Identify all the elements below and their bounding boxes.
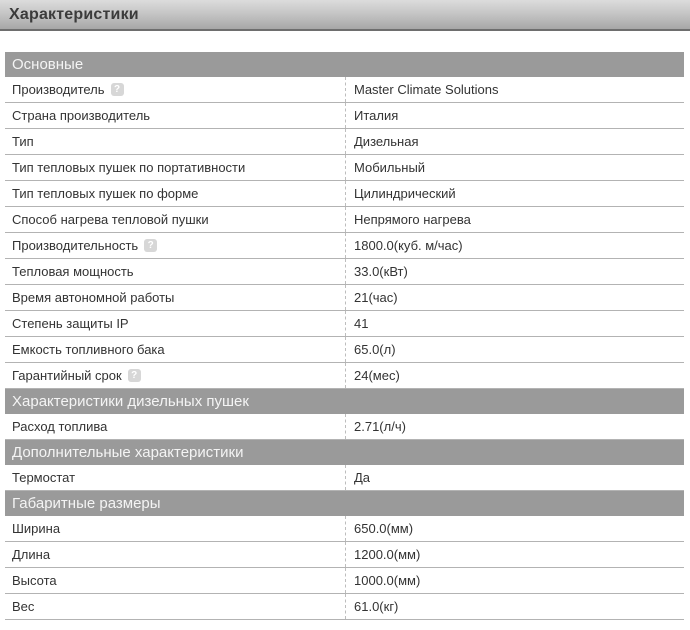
spec-value: Мобильный <box>345 155 684 180</box>
spec-label-text: Степень защиты IP <box>12 316 129 331</box>
spec-label: Емкость топливного бака <box>5 337 345 362</box>
table-row: Емкость топливного бака 65.0(л) <box>5 337 684 363</box>
spec-label: Длина <box>5 542 345 567</box>
spec-label-text: Высота <box>12 573 57 588</box>
spec-label-text: Вес <box>12 599 35 614</box>
spec-value: 21(час) <box>345 285 684 310</box>
table-row: Расход топлива 2.71(л/ч) <box>5 414 684 440</box>
section-title: Габаритные размеры <box>12 495 161 512</box>
spec-label: Высота <box>5 568 345 593</box>
spec-label: Гарантийный срок ? <box>5 363 345 388</box>
section-header-main: Основные <box>5 52 684 77</box>
table-row: Тепловая мощность 33.0(кВт) <box>5 259 684 285</box>
spec-label-text: Расход топлива <box>12 419 108 434</box>
spec-label-text: Гарантийный срок <box>12 368 122 383</box>
help-icon[interactable]: ? <box>127 369 141 382</box>
spec-value: 24(мес) <box>345 363 684 388</box>
spec-label-text: Термостат <box>12 470 76 485</box>
spec-label: Тип тепловых пушек по форме <box>5 181 345 206</box>
table-row: Время автономной работы 21(час) <box>5 285 684 311</box>
spec-label: Расход топлива <box>5 414 345 439</box>
spec-label-text: Длина <box>12 547 51 562</box>
spec-value: 650.0(мм) <box>345 516 684 541</box>
section-title: Дополнительные характеристики <box>12 444 244 461</box>
spec-label: Тип тепловых пушек по портативности <box>5 155 345 180</box>
table-row: Длина 1200.0(мм) <box>5 542 684 568</box>
spec-table: Основные Производитель ? Master Climate … <box>5 52 684 620</box>
table-row: Производительность ? 1800.0(куб. м/час) <box>5 233 684 259</box>
help-icon[interactable]: ? <box>110 83 124 96</box>
spec-value: 33.0(кВт) <box>345 259 684 284</box>
spec-label: Тип <box>5 129 345 154</box>
spec-value: 1800.0(куб. м/час) <box>345 233 684 258</box>
spec-value: 2.71(л/ч) <box>345 414 684 439</box>
spec-label: Термостат <box>5 465 345 490</box>
spec-label-text: Тип <box>12 134 34 149</box>
table-row: Тип тепловых пушек по портативности Моби… <box>5 155 684 181</box>
spec-value: Да <box>345 465 684 490</box>
spec-label: Способ нагрева тепловой пушки <box>5 207 345 232</box>
spec-label: Степень защиты IP <box>5 311 345 336</box>
spec-label: Производительность ? <box>5 233 345 258</box>
spec-value: 41 <box>345 311 684 336</box>
spec-value: 65.0(л) <box>345 337 684 362</box>
spec-label-text: Производительность <box>12 238 139 253</box>
section-header-diesel: Характеристики дизельных пушек <box>5 389 684 414</box>
spec-label-text: Ширина <box>12 521 61 536</box>
section-title: Основные <box>12 56 84 73</box>
spec-value: Цилиндрический <box>345 181 684 206</box>
table-row: Термостат Да <box>5 465 684 491</box>
table-row: Тип Дизельная <box>5 129 684 155</box>
section-header-dimensions: Габаритные размеры <box>5 491 684 516</box>
section-title: Характеристики дизельных пушек <box>12 393 249 410</box>
table-row: Степень защиты IP 41 <box>5 311 684 337</box>
help-icon[interactable]: ? <box>144 239 158 252</box>
spec-label-text: Время автономной работы <box>12 290 175 305</box>
spec-value: 61.0(кг) <box>345 594 684 619</box>
spec-label-text: Тип тепловых пушек по форме <box>12 186 199 201</box>
table-row: Гарантийный срок ? 24(мес) <box>5 363 684 389</box>
spec-label-text: Производитель <box>12 82 105 97</box>
spec-label: Время автономной работы <box>5 285 345 310</box>
table-row: Производитель ? Master Climate Solutions <box>5 77 684 103</box>
spec-value: 1200.0(мм) <box>345 542 684 567</box>
spec-label: Ширина <box>5 516 345 541</box>
spec-label: Страна производитель <box>5 103 345 128</box>
spec-value: Master Climate Solutions <box>345 77 684 102</box>
spec-value: 1000.0(мм) <box>345 568 684 593</box>
spec-label-text: Страна производитель <box>12 108 151 123</box>
spec-value: Непрямого нагрева <box>345 207 684 232</box>
spec-label: Производитель ? <box>5 77 345 102</box>
page-title-bar: Характеристики <box>0 0 690 31</box>
table-row: Страна производитель Италия <box>5 103 684 129</box>
spec-label: Вес <box>5 594 345 619</box>
table-row: Высота 1000.0(мм) <box>5 568 684 594</box>
spec-value: Италия <box>345 103 684 128</box>
table-row: Тип тепловых пушек по форме Цилиндрическ… <box>5 181 684 207</box>
spec-label: Тепловая мощность <box>5 259 345 284</box>
spec-value: Дизельная <box>345 129 684 154</box>
spec-label-text: Тепловая мощность <box>12 264 134 279</box>
page-title: Характеристики <box>9 5 139 23</box>
spec-label-text: Способ нагрева тепловой пушки <box>12 212 209 227</box>
spec-label-text: Емкость топливного бака <box>12 342 165 357</box>
table-row: Способ нагрева тепловой пушки Непрямого … <box>5 207 684 233</box>
section-header-additional: Дополнительные характеристики <box>5 440 684 465</box>
table-row: Ширина 650.0(мм) <box>5 516 684 542</box>
table-row: Вес 61.0(кг) <box>5 594 684 620</box>
spec-label-text: Тип тепловых пушек по портативности <box>12 160 246 175</box>
